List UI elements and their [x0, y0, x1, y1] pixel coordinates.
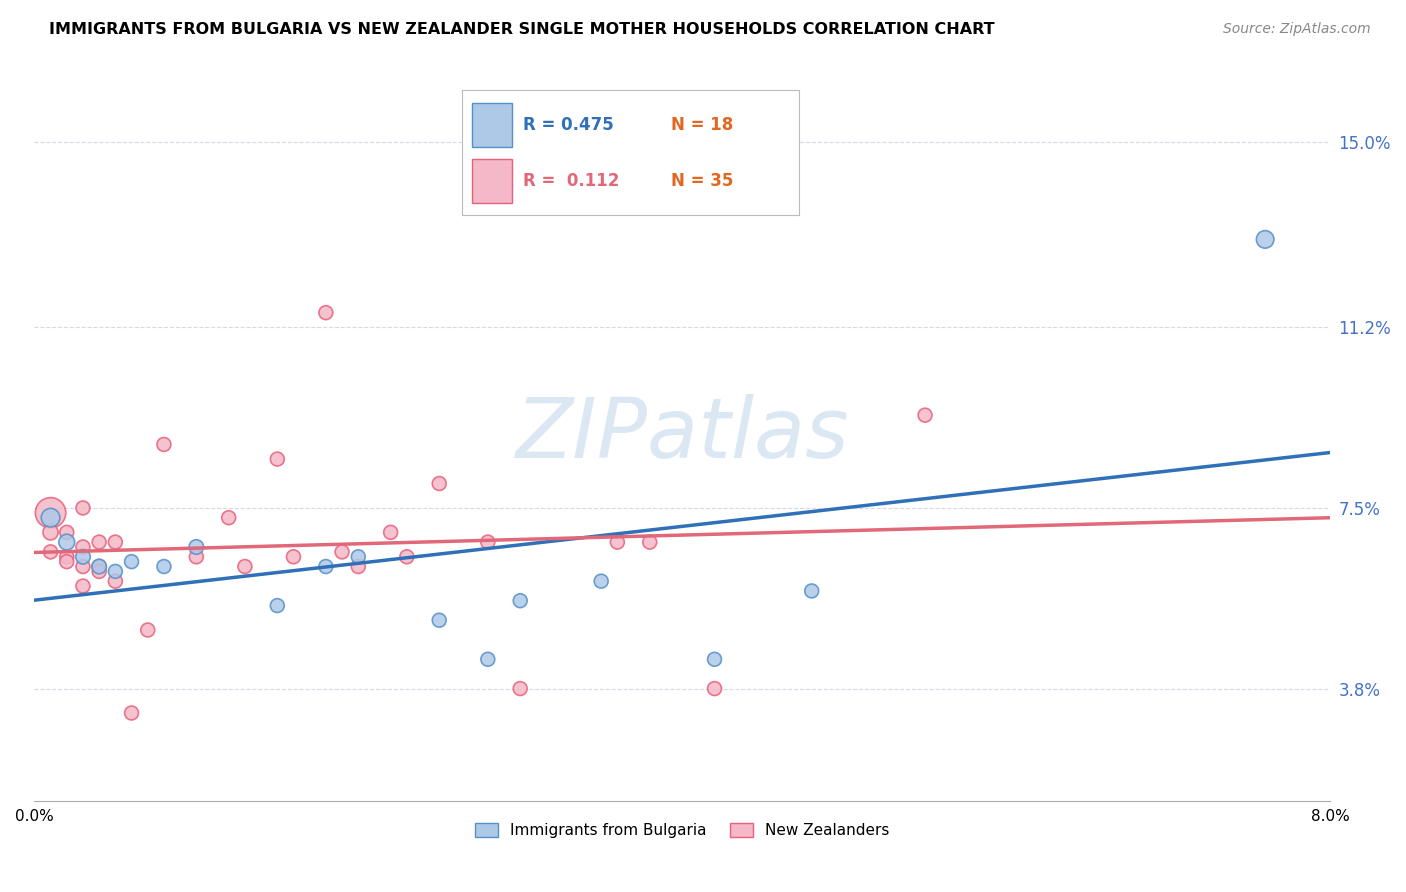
Point	[703, 681, 725, 696]
Point	[606, 535, 628, 549]
Point	[104, 574, 127, 589]
Point	[89, 565, 111, 579]
Point	[121, 555, 143, 569]
Point	[283, 549, 305, 564]
Point	[427, 476, 450, 491]
Point	[55, 525, 77, 540]
Point	[186, 549, 208, 564]
Point	[72, 559, 94, 574]
Point	[186, 540, 208, 554]
Point	[427, 613, 450, 627]
Point	[233, 559, 256, 574]
Point	[509, 681, 531, 696]
Legend: Immigrants from Bulgaria, New Zealanders: Immigrants from Bulgaria, New Zealanders	[470, 817, 896, 845]
Point	[55, 555, 77, 569]
Text: IMMIGRANTS FROM BULGARIA VS NEW ZEALANDER SINGLE MOTHER HOUSEHOLDS CORRELATION C: IMMIGRANTS FROM BULGARIA VS NEW ZEALANDE…	[49, 22, 995, 37]
Text: ZIPatlas: ZIPatlas	[516, 394, 849, 475]
Point	[121, 706, 143, 720]
Point	[39, 506, 62, 520]
Point	[509, 593, 531, 607]
Point	[104, 535, 127, 549]
Point	[55, 549, 77, 564]
Text: Source: ZipAtlas.com: Source: ZipAtlas.com	[1223, 22, 1371, 37]
Point	[218, 510, 240, 524]
Point	[55, 535, 77, 549]
Point	[591, 574, 613, 589]
Point	[72, 549, 94, 564]
Point	[266, 452, 288, 467]
Point	[72, 540, 94, 554]
Point	[315, 559, 337, 574]
Point	[153, 559, 176, 574]
Point	[39, 525, 62, 540]
Point	[72, 500, 94, 515]
Point	[914, 408, 936, 422]
Point	[477, 652, 499, 666]
Point	[89, 535, 111, 549]
Point	[89, 559, 111, 574]
Point	[638, 535, 661, 549]
Point	[477, 535, 499, 549]
Point	[703, 652, 725, 666]
Point	[89, 559, 111, 574]
Point	[153, 437, 176, 451]
Point	[136, 623, 159, 637]
Point	[330, 545, 353, 559]
Point	[39, 545, 62, 559]
Point	[39, 510, 62, 524]
Point	[104, 565, 127, 579]
Point	[315, 305, 337, 319]
Point	[266, 599, 288, 613]
Point	[1254, 232, 1277, 246]
Point	[347, 559, 370, 574]
Point	[72, 579, 94, 593]
Point	[347, 549, 370, 564]
Point	[395, 549, 418, 564]
Point	[380, 525, 402, 540]
Point	[800, 583, 823, 598]
